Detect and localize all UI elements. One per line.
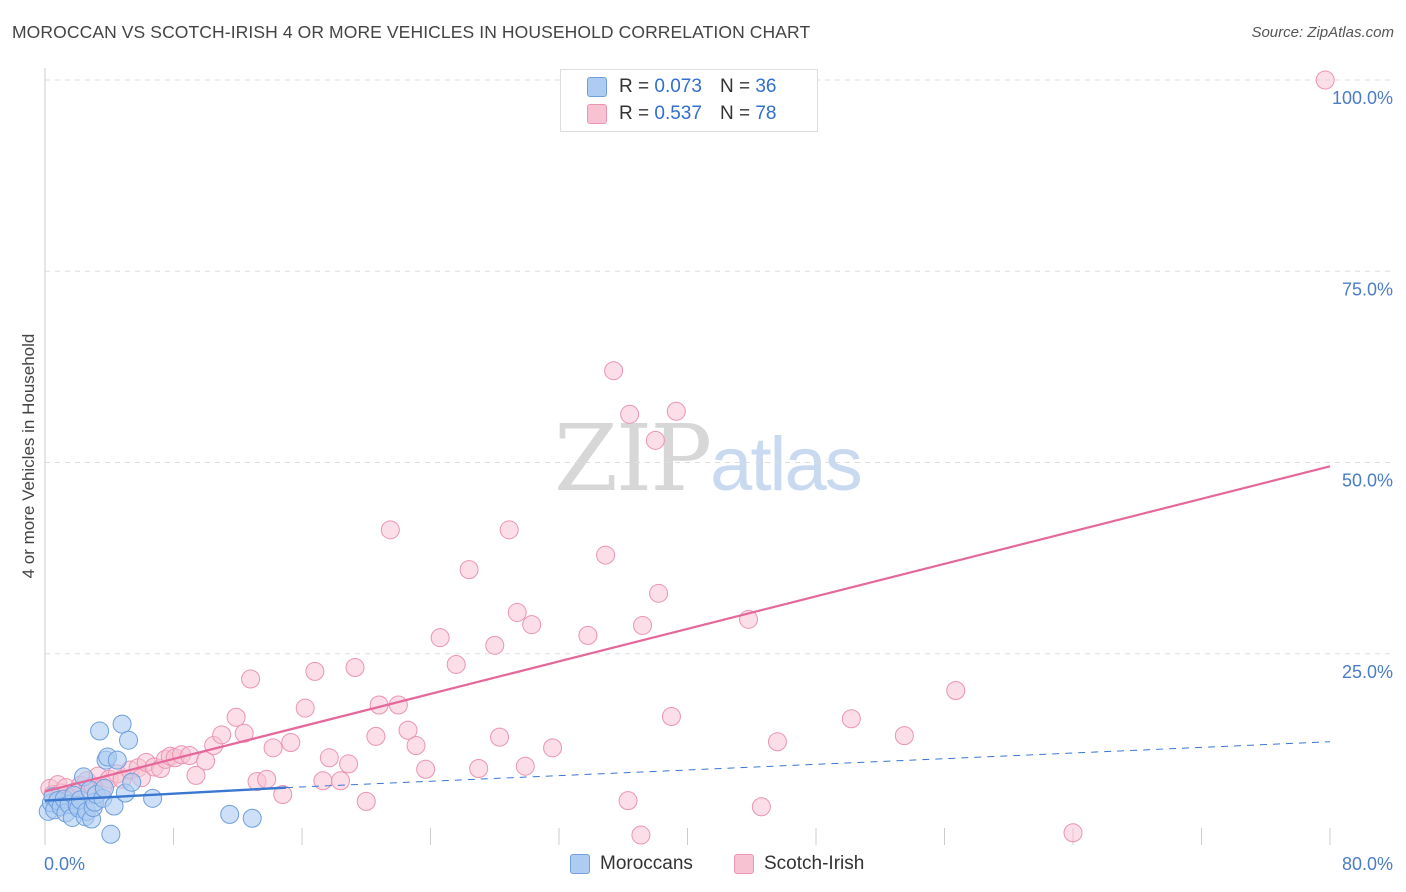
moroccans-point [242, 808, 262, 828]
scotch-irish-point [1315, 70, 1335, 90]
scotch-irish-point [273, 785, 293, 805]
scotch-irish-point [388, 695, 408, 715]
source-label: Source: ZipAtlas.com [1251, 24, 1394, 41]
y-tick-label: 100.0% [1332, 88, 1393, 108]
moroccans-point [122, 772, 142, 792]
scotch-irish-point [522, 615, 542, 635]
scotch-irish-point [295, 698, 315, 718]
scotch-irish-point [234, 723, 254, 743]
scotch-irish-point [398, 720, 418, 740]
scotch-irish-point [281, 732, 301, 752]
scotch-irish-point [841, 709, 861, 729]
legend-swatch-blue [587, 77, 607, 97]
scotch-irish-point [578, 625, 598, 645]
scotch-irish-point [649, 583, 669, 603]
bottom-legend-moroccans: Moroccans [570, 851, 693, 877]
scotch-irish-point [1063, 823, 1083, 843]
scotch-irish-point [620, 404, 640, 424]
x-tick-label: 80.0% [1342, 854, 1393, 874]
y-tick-label: 50.0% [1342, 471, 1393, 491]
y-axis-label: 4 or more Vehicles in Household [19, 334, 38, 579]
legend-row-moroccans: R = 0.073 N = 36 [587, 74, 776, 100]
legend-r-label: R = [619, 103, 650, 124]
x-tick-label: 0.0% [44, 854, 85, 874]
scotch-irish-point [604, 361, 624, 381]
scotch-irish-trend-line [44, 465, 1331, 793]
scotch-irish-point [186, 765, 206, 785]
scotch-irish-point [645, 430, 665, 450]
scotch-irish-point [319, 748, 339, 768]
legend-n-label: N = [719, 76, 751, 97]
legend-n-value: 78 [755, 103, 777, 124]
scotch-irish-point [305, 661, 325, 681]
bottom-legend-swatch-pink [734, 854, 754, 874]
scotch-irish-points [40, 70, 1335, 845]
watermark-atlas: atlas [710, 422, 863, 507]
moroccans-point [143, 788, 163, 808]
scotch-irish-point [212, 725, 232, 745]
correlation-legend: R = 0.073 N = 36 R = 0.537 N = 78 [560, 69, 818, 132]
scotch-irish-point [339, 754, 359, 774]
bottom-legend-label: Scotch-Irish [764, 853, 865, 874]
legend-row-scotch-irish: R = 0.537 N = 78 [587, 101, 776, 127]
moroccans-trend-extension [285, 741, 1331, 789]
scotch-irish-point [485, 635, 505, 655]
bottom-legend-scotch-irish: Scotch-Irish [734, 851, 864, 877]
scotch-irish-point [313, 771, 333, 791]
moroccans-point [90, 721, 110, 741]
scotch-irish-point [751, 797, 771, 817]
scotch-irish-point [430, 628, 450, 648]
scotch-irish-point [446, 654, 466, 674]
scotch-irish-point [631, 825, 651, 845]
legend-r-label: R = [619, 76, 650, 97]
scotch-irish-point [345, 658, 365, 678]
legend-r-value: 0.073 [654, 76, 702, 97]
moroccans-point [107, 750, 127, 770]
y-tick-label: 25.0% [1342, 662, 1393, 682]
scotch-irish-point [767, 732, 787, 752]
grid-lines [45, 79, 1395, 655]
moroccans-point [112, 714, 132, 734]
scotch-irish-point [507, 602, 527, 622]
scotch-irish-point [406, 736, 426, 756]
scotch-irish-point [356, 791, 376, 811]
scotch-irish-point [416, 759, 436, 779]
moroccans-point [94, 778, 114, 798]
scotch-irish-point [469, 759, 489, 778]
scotch-irish-point [499, 520, 519, 540]
scotch-irish-point [618, 791, 638, 811]
legend-n-label: N = [719, 103, 751, 124]
scotch-irish-point [380, 520, 400, 540]
moroccans-trend-line [44, 786, 287, 802]
scotch-irish-point [263, 738, 283, 758]
bottom-legend-swatch-blue [570, 854, 590, 874]
moroccans-point [220, 804, 240, 824]
moroccans-point [119, 730, 139, 750]
scotch-irish-point [596, 545, 616, 565]
scotch-irish-point [241, 669, 261, 689]
scotch-irish-point [661, 706, 681, 726]
scotch-irish-point [894, 726, 914, 746]
scotch-irish-point [226, 707, 246, 727]
scotch-irish-point [490, 727, 510, 747]
trend-lines [44, 465, 1331, 802]
scotch-irish-point [515, 756, 535, 776]
scotch-irish-point [666, 401, 686, 421]
scotch-irish-point [946, 680, 966, 700]
chart-title: MOROCCAN VS SCOTCH-IRISH 4 OR MORE VEHIC… [12, 22, 811, 42]
y-tick-label: 75.0% [1342, 279, 1393, 299]
scotch-irish-point [543, 738, 563, 758]
scotch-irish-point [633, 615, 653, 635]
scotch-irish-point [331, 771, 351, 791]
moroccans-point [101, 824, 121, 844]
bottom-legend-label: Moroccans [600, 853, 693, 874]
scotch-irish-point [366, 726, 386, 746]
tick-labels: 25.0% 50.0% 75.0% 100.0% 0.0% 80.0% [44, 88, 1393, 874]
scotch-irish-point [257, 769, 277, 789]
legend-r-value: 0.537 [654, 103, 702, 124]
legend-swatch-pink [587, 104, 607, 124]
legend-n-value: 36 [755, 76, 777, 97]
scotch-irish-point [459, 560, 479, 580]
